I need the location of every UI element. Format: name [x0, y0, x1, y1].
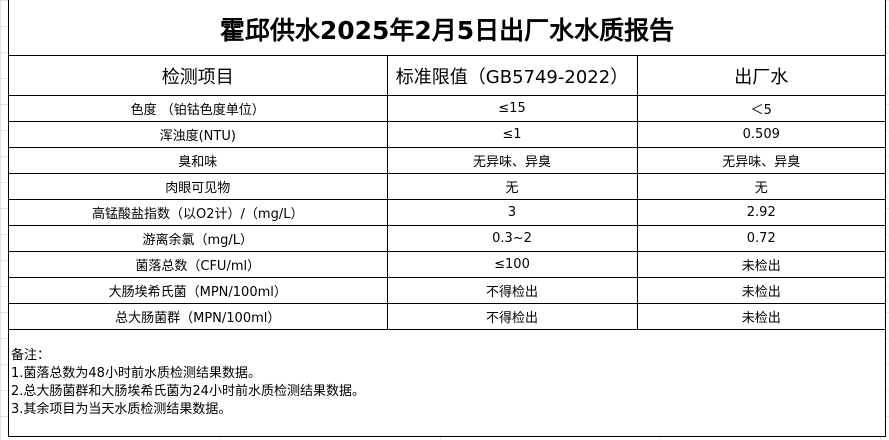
cell-outlet-value: 0.72: [637, 225, 885, 252]
header-item: 检测项目: [9, 56, 388, 96]
table-row: 浑浊度(NTU) ≤1 0.509: [9, 121, 885, 148]
report-title: 霍邱供水2025年2月5日出厂水水质报告: [9, 0, 885, 56]
table-row: 肉眼可见物无无: [9, 173, 885, 200]
cell-item: 总大肠菌群（MPN/100ml）: [9, 303, 388, 330]
table-row: 游离余氯（mg/L） 0.3~2 0.72: [9, 225, 885, 252]
notes: 备注： 1.菌落总数为48小时前水质检测结果数据。 2.总大肠菌群和大肠埃希氏菌…: [9, 330, 885, 419]
cell-item: 高锰酸盐指数（以O2计）/（mg/L）: [9, 199, 388, 226]
cell-standard: 无: [387, 173, 638, 200]
table-header-row: 检测项目 标准限值（GB5749-2022） 出厂水: [9, 56, 885, 96]
cell-outlet-value: 未检出: [637, 251, 885, 278]
cell-standard: ≤100: [387, 251, 638, 278]
cell-standard: 不得检出: [387, 277, 638, 304]
table-row: 总大肠菌群（MPN/100ml） 不得检出 未检出: [9, 303, 885, 330]
cell-outlet-value: 0.509: [637, 121, 885, 148]
cell-item: 大肠埃希氏菌（MPN/100ml）: [9, 277, 388, 304]
cell-item: 游离余氯（mg/L）: [9, 225, 388, 252]
header-standard: 标准限值（GB5749-2022）: [387, 56, 638, 96]
cell-item: 浑浊度(NTU): [9, 121, 388, 148]
cell-outlet-value: 无异味、异臭: [637, 147, 885, 174]
note-line: 3.其余项目为当天水质检测结果数据。: [11, 402, 232, 417]
cell-standard: 0.3~2: [387, 225, 638, 252]
table-row: 菌落总数（CFU/ml） ≤100 未检出: [9, 251, 885, 278]
cell-standard: ≤15: [387, 95, 638, 122]
cell-standard: 不得检出: [387, 303, 638, 330]
cell-standard: ≤1: [387, 121, 638, 148]
table-row: 臭和味 无异味、异臭 无异味、异臭: [9, 147, 885, 174]
note-line: 2.总大肠菌群和大肠埃希氏菌为24小时前水质检测结果数据。: [11, 384, 365, 399]
cell-item: 菌落总数（CFU/ml）: [9, 251, 388, 278]
cell-outlet-value: 无: [637, 173, 885, 200]
header-outlet-water: 出厂水: [637, 56, 885, 96]
table-row: 高锰酸盐指数（以O2计）/（mg/L） 3 2.92: [9, 199, 885, 226]
water-quality-report: 霍邱供水2025年2月5日出厂水水质报告 检测项目 标准限值（GB5749-20…: [8, 0, 886, 437]
cell-outlet-value: 2.92: [637, 199, 885, 226]
cell-item: 肉眼可见物: [9, 173, 388, 200]
cell-outlet-value: ＜5: [637, 95, 885, 122]
notes-title: 备注：: [11, 348, 51, 363]
cell-item: 色度 （铂钴色度单位）: [9, 95, 388, 122]
report-table: 检测项目 标准限值（GB5749-2022） 出厂水 色度 （铂钴色度单位） ≤1…: [9, 56, 885, 330]
note-line: 1.菌落总数为48小时前水质检测结果数据。: [11, 366, 261, 381]
cell-standard: 3: [387, 199, 638, 226]
cell-standard: 无异味、异臭: [387, 147, 638, 174]
table-row: 色度 （铂钴色度单位） ≤15 ＜5: [9, 95, 885, 122]
table-row: 大肠埃希氏菌（MPN/100ml） 不得检出 未检出: [9, 277, 885, 304]
cell-item: 臭和味: [9, 147, 388, 174]
cell-outlet-value: 未检出: [637, 303, 885, 330]
cell-outlet-value: 未检出: [637, 277, 885, 304]
